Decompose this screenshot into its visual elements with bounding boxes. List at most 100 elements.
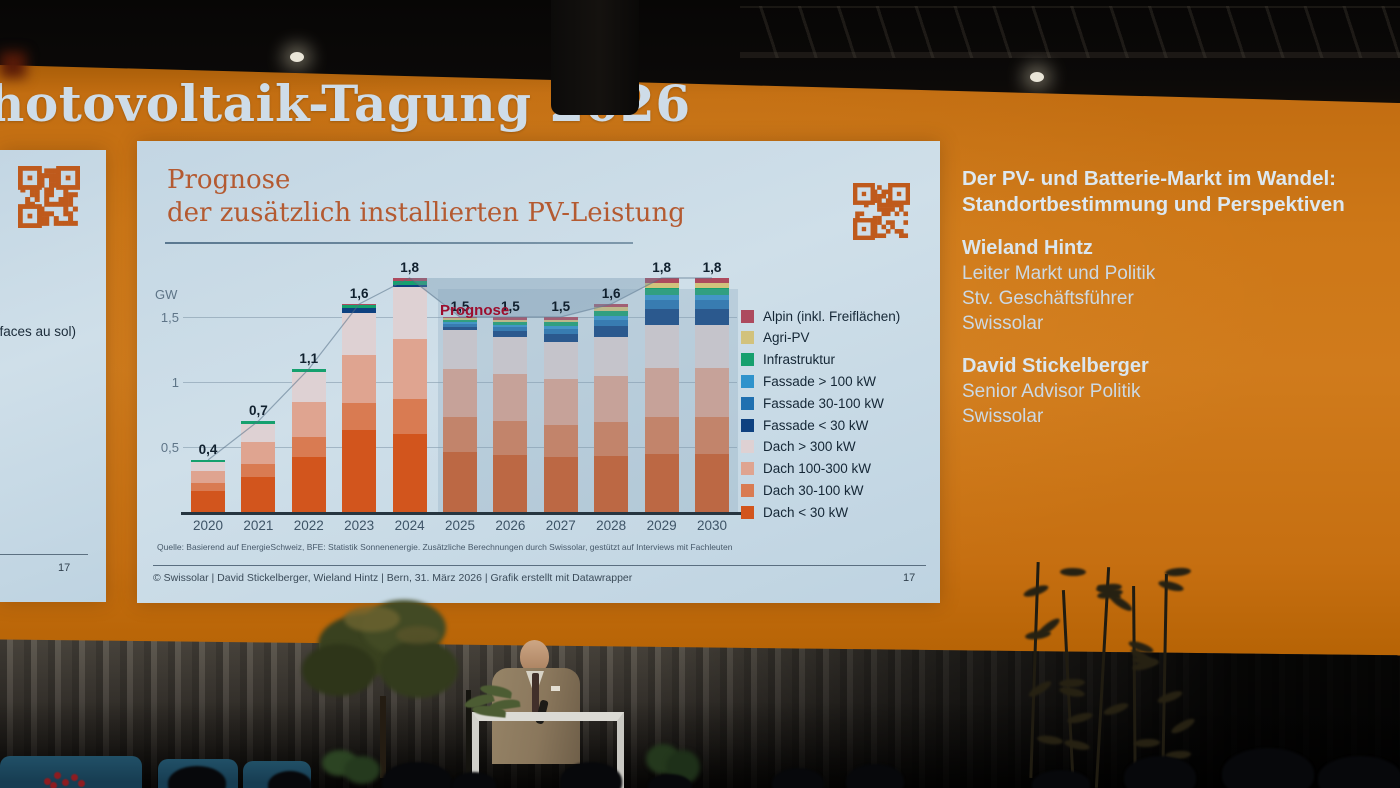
legend-item: Infrastruktur [741, 349, 835, 371]
hanging-speaker-column [551, 0, 639, 115]
stacked-bar-chart: 0,5 1 1,5 GW 2020 0,4 2021 0,7 2022 1,1 2023 1,6 202… [137, 141, 940, 603]
x-axis-tick: 2027 [545, 518, 576, 533]
legend-item: Fassade > 100 kW [741, 370, 876, 392]
bar-segment [191, 482, 225, 491]
bar-segment [695, 453, 729, 512]
legend-swatch [741, 331, 754, 345]
potted-tree [296, 600, 461, 778]
bar-segment [493, 454, 528, 512]
x-axis-tick: 2024 [394, 518, 425, 533]
divider [0, 554, 88, 555]
bar-segment [594, 456, 629, 512]
bar-segment [392, 434, 427, 512]
bar-value-label: 1,8 [400, 260, 419, 275]
bar-segment [342, 430, 377, 512]
presenter-tie [532, 673, 539, 713]
speaker-role: Stv. Geschäftsführer [962, 288, 1134, 309]
bar-segment [695, 288, 729, 295]
bar-value-label: 1,8 [652, 260, 671, 275]
legend-swatch [741, 505, 754, 519]
audience-head [846, 764, 904, 788]
audience-head [1318, 756, 1400, 788]
bar-segment [291, 457, 326, 512]
legend-swatch [741, 483, 754, 497]
audience-head [772, 768, 824, 788]
speaker-org: Swissolar [962, 406, 1044, 427]
bar-value-label: 1,8 [702, 260, 722, 275]
x-axis-tick: 2020 [192, 518, 224, 533]
speaker-org: Swissolar [962, 313, 1044, 334]
speaker-info-2: David Stickelberger Senior Advisor Polit… [962, 354, 1392, 429]
bar-segment [342, 313, 377, 355]
forecast-highlight-band [438, 289, 738, 512]
page-number: 17 [903, 572, 916, 584]
x-axis-tick: 2028 [596, 518, 627, 533]
bar-segment [392, 284, 427, 288]
ceiling-truss [740, 6, 1400, 58]
legend-item: Dach 30-100 kW [741, 479, 864, 501]
corner-smudge [0, 52, 26, 78]
x-axis-tick: 2029 [646, 518, 677, 533]
x-axis-tick: 2026 [495, 518, 526, 533]
qr-code [18, 166, 80, 228]
legend-label: Dach < 30 kW [763, 504, 849, 520]
bar-segment [695, 283, 729, 289]
bar-segment [342, 402, 377, 431]
y-axis-unit: GW [155, 287, 178, 302]
bar-segment [695, 278, 729, 284]
bar-segment [241, 423, 276, 442]
qr-code [853, 183, 910, 240]
fern-plant [318, 744, 384, 788]
presenter-head [520, 640, 549, 673]
audience-head [560, 762, 622, 788]
podium-plant [462, 682, 526, 734]
bar-segment [644, 283, 679, 289]
x-axis-tick: 2022 [293, 518, 324, 533]
audience-head [1032, 770, 1090, 788]
x-axis-tick: 2023 [344, 518, 375, 533]
red-flowers [42, 770, 88, 788]
slide-title-line2: der zusätzlich installierten PV-Leistung [167, 198, 685, 228]
bar-segment [342, 354, 377, 403]
speaker-name: Wieland Hintz [962, 237, 1093, 259]
audience-head [268, 771, 312, 788]
y-axis-tick: 0,5 [160, 440, 179, 455]
bar-value-label: 1,6 [601, 286, 621, 301]
bar-segment [191, 471, 225, 483]
bar-segment [644, 453, 679, 512]
bar-segment [342, 305, 377, 308]
legend-swatch [741, 440, 754, 454]
legend-label: Agri-PV [763, 330, 810, 346]
bar-value-label: 1,6 [349, 286, 369, 301]
legend-swatch [741, 309, 754, 323]
audience-head [382, 762, 452, 788]
legend-swatch [741, 353, 754, 367]
legend-item: Fassade < 30 kW [741, 414, 868, 436]
bar-segment [191, 490, 225, 512]
bar-segment [392, 280, 427, 285]
session-info-panel: Der PV- und Batterie-Markt im Wandel: St… [962, 166, 1392, 429]
bar-segment [191, 460, 225, 462]
audience-head [1124, 756, 1196, 788]
legend-swatch [741, 462, 754, 476]
legend-label: Dach 30-100 kW [763, 482, 864, 498]
bar-value-label: 1,1 [299, 351, 319, 366]
podium-table [472, 712, 624, 788]
bar-segment [241, 421, 276, 424]
legend-item: Dach < 30 kW [741, 501, 848, 523]
x-axis-line [181, 512, 741, 515]
speaker-name: David Stickelberger [962, 355, 1149, 377]
audience-head [1222, 748, 1314, 788]
bar-segment [695, 300, 729, 310]
legend-swatch [741, 418, 754, 432]
speaker-role: Senior Advisor Politik [962, 381, 1141, 402]
title-rule [165, 242, 633, 244]
bar-segment [392, 278, 427, 281]
spotlight [290, 52, 304, 62]
slide-footer: © Swissolar | David Stickelberger, Wiela… [153, 572, 633, 584]
audience-head [452, 772, 496, 788]
y-axis-tick: 1,5 [160, 310, 179, 325]
audience-head [168, 766, 226, 788]
speaker-role: Leiter Markt und Politik [962, 263, 1156, 284]
